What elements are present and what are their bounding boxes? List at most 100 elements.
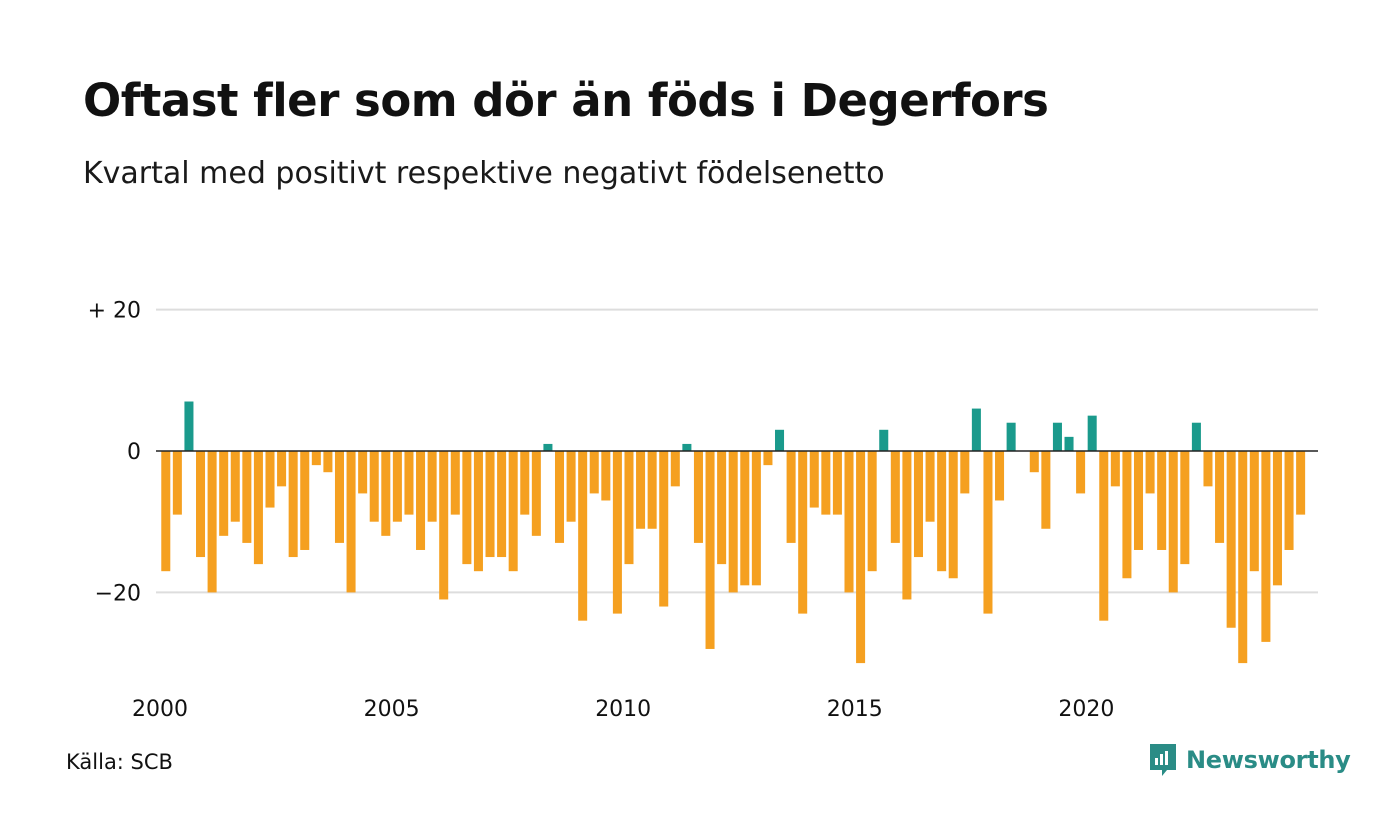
axes: + 20 0 −20 2000 2005 2010 2015 2020	[88, 299, 1318, 722]
bar: 2003 K3: -3	[323, 451, 333, 473]
x-tick-label: 2000	[132, 697, 188, 722]
bar: 2013 K3: -13	[786, 451, 796, 543]
bar: 2012 K2: -20	[728, 451, 738, 593]
bar: 2020 K4: -18	[1122, 451, 1132, 579]
bar: 2012 K3: -19	[740, 451, 750, 586]
bar: 2011 K3: -13	[693, 451, 703, 543]
bar: 2024 K2: -14	[1284, 451, 1294, 550]
bar: 2007 K2: -15	[497, 451, 507, 558]
bar: 2005 K2: -9	[404, 451, 414, 515]
bar: 2018 K4: -3	[1029, 451, 1039, 473]
bar: 2014 K1: -8	[809, 451, 819, 508]
bar: 2009 K1: -24	[578, 451, 588, 621]
bar: 2006 K4: -17	[473, 451, 483, 572]
bar: 2018 K1: -7	[995, 451, 1005, 501]
bar: 2000 K1: -17	[161, 451, 171, 572]
bar: 2016 K1: -21	[902, 451, 912, 600]
bar: 2001 K1: -20	[207, 451, 217, 593]
bar: 2023 K2: -30	[1238, 451, 1248, 664]
x-tick-label: 2015	[827, 697, 883, 722]
bar: 2001 K3: -10	[230, 451, 240, 522]
bar: 2003 K2: -2	[311, 451, 321, 466]
bar: 2006 K3: -16	[462, 451, 472, 565]
bar: 2007 K4: -9	[520, 451, 530, 515]
bar: 2008 K2: 1	[543, 443, 553, 451]
bar: 2002 K2: -8	[265, 451, 275, 508]
bar: 2017 K3: 6	[971, 408, 981, 451]
bar: 2009 K3: -7	[601, 451, 611, 501]
bar: 2011 K4: -28	[705, 451, 715, 649]
bar: 2019 K3: 2	[1064, 436, 1074, 451]
bar: 2005 K4: -10	[427, 451, 437, 522]
bar: 2017 K1: -18	[948, 451, 958, 579]
bar: 2014 K4: -20	[844, 451, 854, 593]
bar: 2005 K3: -14	[416, 451, 426, 550]
bar: 2023 K4: -27	[1261, 451, 1271, 642]
bar: 2003 K4: -13	[334, 451, 344, 543]
bar: 2011 K1: -5	[670, 451, 680, 487]
y-tick-label: + 20	[88, 299, 141, 324]
brand-logo: Newsworthy	[1148, 742, 1351, 778]
bar: 2017 K2: -6	[960, 451, 970, 494]
bar: 2023 K3: -17	[1249, 451, 1259, 572]
bar: 2013 K2: 3	[775, 429, 785, 451]
bar: 2007 K3: -17	[508, 451, 518, 572]
bar: 2004 K2: -6	[358, 451, 368, 494]
bar: 2002 K3: -5	[277, 451, 287, 487]
bar: 2019 K4: -6	[1076, 451, 1086, 494]
source-label: Källa: SCB	[66, 750, 173, 774]
bar: 2016 K3: -10	[925, 451, 935, 522]
bar: 2017 K4: -23	[983, 451, 993, 614]
bar: 2009 K2: -6	[589, 451, 599, 494]
bar: 2008 K3: -13	[554, 451, 565, 543]
bar: 2014 K3: -9	[832, 451, 842, 515]
bar: 2012 K4: -19	[751, 451, 761, 586]
bar: 2022 K1: -16	[1180, 451, 1190, 565]
bar: 2015 K3: 3	[879, 429, 889, 451]
x-tick-label: 2005	[364, 697, 420, 722]
bar: 2024 K3: -9	[1296, 451, 1306, 515]
bar: 2016 K4: -17	[937, 451, 947, 572]
bar: 2003 K1: -14	[300, 451, 310, 550]
x-tick-label: 2010	[595, 697, 651, 722]
bar: 2006 K2: -9	[450, 451, 460, 515]
bar: 2010 K4: -22	[659, 451, 669, 607]
bar: 2001 K4: -13	[242, 451, 252, 543]
bar: 2010 K3: -11	[647, 451, 657, 529]
chart-subtitle: Kvartal med positivt respektive negativt…	[83, 156, 885, 191]
y-tick-label: 0	[127, 440, 141, 465]
bar: 2021 K4: -20	[1168, 451, 1178, 593]
bar: 2023 K1: -25	[1226, 451, 1236, 628]
bar: 2013 K1: -2	[763, 451, 773, 466]
bar: 2012 K1: -16	[717, 451, 727, 565]
bar: 2000 K3: 7	[184, 401, 194, 451]
bar: 2004 K1: -20	[346, 451, 356, 593]
bar: 2022 K2: 4	[1191, 422, 1201, 451]
bars: 2000 K1: -172000 K2: -92000 K3: 72000 K4…	[161, 401, 1306, 664]
bar: 2021 K2: -6	[1145, 451, 1155, 494]
bar: 2024 K1: -19	[1272, 451, 1282, 586]
bar: 2010 K2: -11	[636, 451, 646, 529]
bar: 2020 K3: -5	[1110, 451, 1120, 487]
bar: 2000 K2: -9	[172, 451, 182, 515]
bar: 2000 K4: -15	[196, 451, 206, 558]
bar: 2021 K3: -14	[1157, 451, 1167, 550]
bar: 2009 K4: -23	[612, 451, 622, 614]
bar: 2014 K2: -9	[821, 451, 831, 515]
x-tick-label: 2020	[1058, 697, 1114, 722]
bar: 2005 K1: -10	[392, 451, 402, 522]
bar: 2007 K1: -15	[485, 451, 495, 558]
y-tick-label: −20	[95, 581, 141, 606]
bar: 2002 K1: -16	[253, 451, 263, 565]
bar: 2019 K2: 4	[1052, 422, 1062, 451]
bar: 2020 K2: -24	[1099, 451, 1109, 621]
bar: 2006 K1: -21	[439, 451, 449, 600]
bar: 2008 K4: -10	[566, 451, 576, 522]
chart-title: Oftast fler som dör än föds i Degerfors	[83, 74, 1049, 127]
bar: 2018 K2: 4	[1006, 422, 1016, 451]
newsworthy-logo-icon	[1150, 744, 1176, 776]
bar: 2021 K1: -14	[1133, 451, 1144, 550]
bar: 2001 K2: -12	[219, 451, 229, 536]
bar: 2013 K4: -23	[798, 451, 808, 614]
